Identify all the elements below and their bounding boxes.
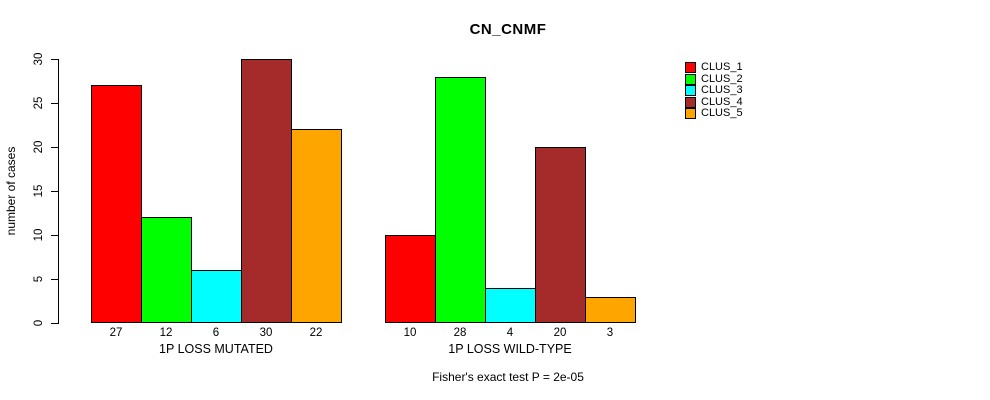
legend-label-clus_1: CLUS_1 xyxy=(701,61,743,73)
legend-swatch-clus_1 xyxy=(685,62,696,73)
bar-clus_4-group2 xyxy=(535,147,586,323)
y-axis-tick-label: 25 xyxy=(33,96,45,110)
bar-clus_4-group1 xyxy=(241,59,292,323)
legend-swatch-clus_5 xyxy=(685,108,696,120)
bar-value-label: 20 xyxy=(553,327,567,339)
legend-swatch-clus_2 xyxy=(685,73,696,85)
bar-value-label: 27 xyxy=(109,327,123,339)
legend-label-clus_4: CLUS_4 xyxy=(701,95,743,108)
legend-label-clus_5: CLUS_5 xyxy=(701,107,743,120)
y-axis-tick xyxy=(51,235,58,236)
bar-clus_3-group1 xyxy=(191,270,242,323)
bar-clus_5-group1 xyxy=(291,129,342,323)
legend-label-clus_2: CLUS_2 xyxy=(701,72,743,85)
y-axis-label: number of cases xyxy=(4,146,18,236)
bar-clus_1-group2 xyxy=(385,235,436,323)
y-axis-tick xyxy=(51,279,58,280)
chart-title: CN_CNMF xyxy=(469,21,547,38)
y-axis-tick-label: 10 xyxy=(33,228,45,242)
y-axis-tick xyxy=(51,103,58,104)
bar-value-label: 10 xyxy=(403,327,417,339)
y-axis-tick-label: 0 xyxy=(33,319,45,327)
bar-clus_3-group2 xyxy=(485,287,536,323)
y-axis-tick xyxy=(51,59,58,60)
bar-value-label: 28 xyxy=(453,327,467,339)
footnote: Fisher's exact test P = 2e-05 xyxy=(432,370,584,384)
x-group-label-mutated: 1P LOSS MUTATED xyxy=(159,342,273,356)
bar-clus_2-group1 xyxy=(141,217,192,323)
y-axis-tick xyxy=(51,323,58,324)
x-group-label-wild-type: 1P LOSS WILD-TYPE xyxy=(448,342,572,356)
y-axis-tick xyxy=(51,147,58,148)
bar-value-label: 6 xyxy=(212,327,220,339)
legend-swatch-clus_3 xyxy=(685,85,696,97)
bar-clus_2-group2 xyxy=(435,76,486,323)
bar-value-label: 4 xyxy=(506,327,514,339)
y-axis-tick xyxy=(51,191,58,192)
bar-value-label: 22 xyxy=(309,327,323,339)
legend-label-clus_3: CLUS_3 xyxy=(701,84,743,97)
y-axis-tick-label: 5 xyxy=(33,275,45,283)
y-axis-tick-label: 20 xyxy=(33,140,45,154)
legend-swatch-clus_4 xyxy=(685,96,696,108)
y-axis-tick-label: 15 xyxy=(33,184,45,198)
bar-value-label: 12 xyxy=(159,327,173,339)
bar-clus_1-group1 xyxy=(91,85,142,323)
y-axis-line xyxy=(58,59,59,324)
bar-value-label: 30 xyxy=(259,327,273,339)
bar-clus_5-group2 xyxy=(585,296,636,323)
bar-value-label: 3 xyxy=(606,327,614,339)
y-axis-tick-label: 30 xyxy=(33,52,45,66)
